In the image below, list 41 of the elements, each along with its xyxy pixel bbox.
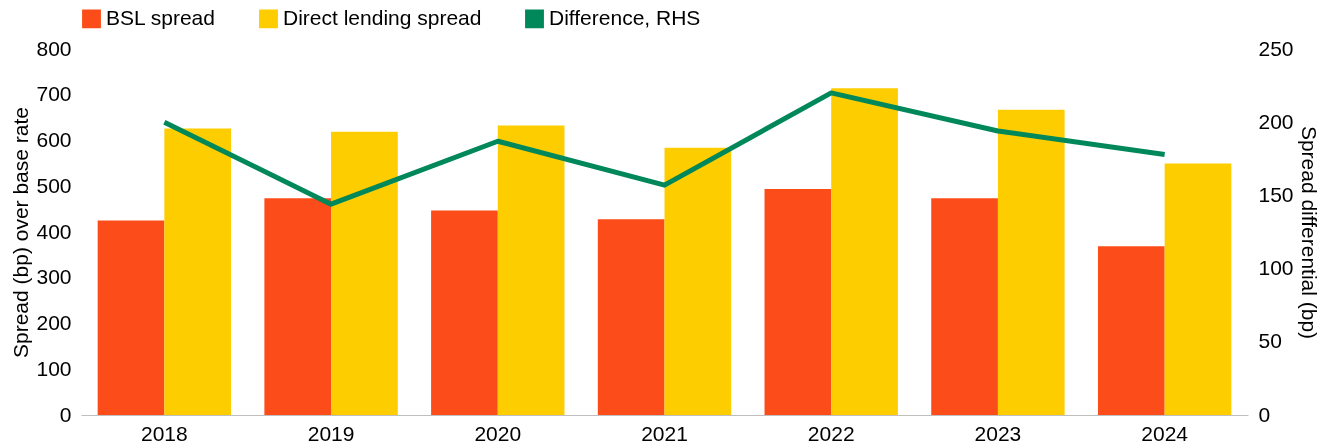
bar <box>664 147 732 415</box>
x-tick-label: 2022 <box>807 421 855 445</box>
y-tick-label: 300 <box>36 265 72 289</box>
x-tick-label: 2021 <box>641 421 688 445</box>
y2-tick-label: 200 <box>1258 109 1294 133</box>
y-axis-title: Spread (bp) over base rate <box>9 107 33 358</box>
bar <box>431 210 498 415</box>
bar <box>264 198 332 415</box>
y-tick-label: 200 <box>36 311 72 334</box>
legend-label: Difference, RHS <box>549 5 701 29</box>
y2-tick-label: 50 <box>1258 329 1282 353</box>
y-tick-label: 100 <box>36 356 72 380</box>
bar <box>931 198 998 415</box>
bar <box>997 109 1065 415</box>
y-tick-label: 700 <box>36 82 72 106</box>
x-tick-label: 2024 <box>1141 421 1189 445</box>
legend-label: Direct lending spread <box>283 5 482 29</box>
x-tick-label: 2023 <box>974 421 1022 445</box>
bar <box>497 125 565 415</box>
x-tick-label: 2020 <box>474 421 522 445</box>
legend-label: BSL spread <box>106 5 215 29</box>
y2-tick-label: 150 <box>1258 182 1294 206</box>
bar <box>164 128 232 415</box>
y-tick-label: 800 <box>36 36 72 60</box>
bar <box>1097 246 1165 415</box>
x-tick-label: 2018 <box>141 421 188 445</box>
y-tick-label: 400 <box>36 219 72 243</box>
bar <box>764 188 832 415</box>
y-tick-label: 500 <box>36 173 72 197</box>
bar <box>831 88 898 415</box>
bar <box>97 220 165 415</box>
y2-axis-title: Spread differential (bp) <box>1297 125 1321 340</box>
y2-tick-label: 0 <box>1258 402 1271 426</box>
x-tick-label: 2019 <box>307 421 355 445</box>
y2-tick-label: 250 <box>1258 36 1294 60</box>
y-tick-label: 600 <box>36 128 72 151</box>
bar <box>331 131 398 415</box>
bar <box>1164 163 1232 415</box>
y-tick-label: 0 <box>59 402 72 426</box>
bar <box>597 219 665 415</box>
y2-tick-label: 100 <box>1258 256 1294 280</box>
